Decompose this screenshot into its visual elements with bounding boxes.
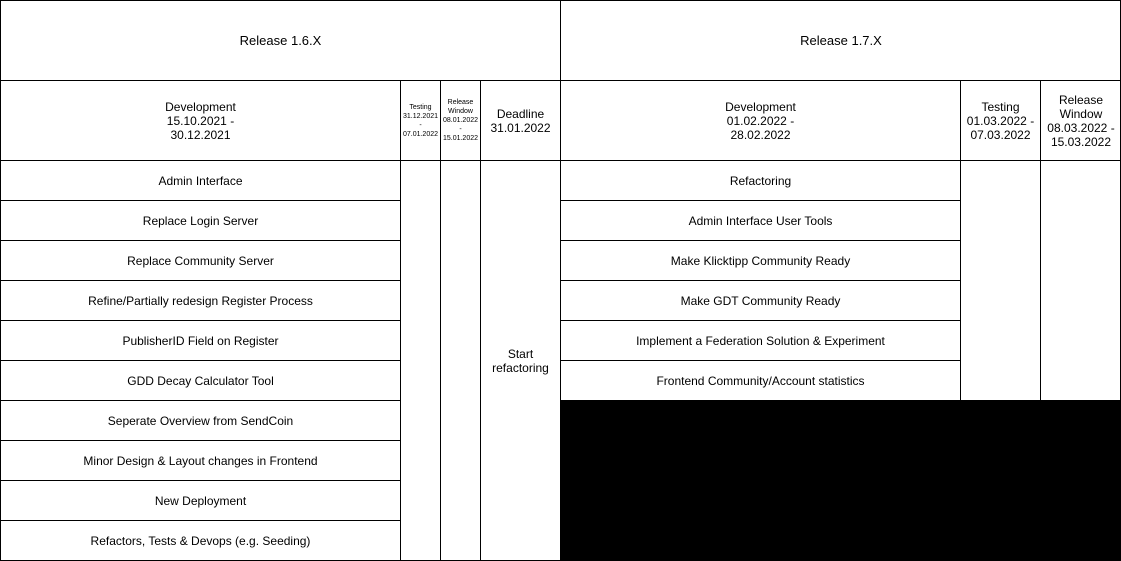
release-1-7-development-header: Development 01.02.2022 - 28.02.2022 — [560, 80, 960, 160]
task-row: Minor Design & Layout changes in Fronten… — [0, 440, 400, 480]
task-row: Admin Interface — [0, 160, 400, 200]
task-row: Refactoring — [560, 160, 960, 200]
task-row: Implement a Federation Solution & Experi… — [560, 320, 960, 360]
release-1-6-deadline-column: Start refactoring — [480, 160, 560, 560]
task-row: Replace Community Server — [0, 240, 400, 280]
release-1-6-testing-column — [400, 160, 440, 560]
task-row: Frontend Community/Account statistics — [560, 360, 960, 400]
task-row: New Deployment — [0, 480, 400, 520]
release-1-7-release-window-header: Release Window 08.03.2022 - 15.03.2022 — [1040, 80, 1120, 160]
task-row: PublisherID Field on Register — [0, 320, 400, 360]
release-1-6-title: Release 1.6.X — [0, 0, 560, 80]
release-1-6-development-header: Development 15.10.2021 - 30.12.2021 — [0, 80, 400, 160]
release-1-6-testing-header: Testing 31.12.2021 - 07.01.2022 — [400, 80, 440, 160]
release-1-6-release-window-header: Release Window 08.01.2022 - 15.01.2022 — [440, 80, 480, 160]
task-row: Admin Interface User Tools — [560, 200, 960, 240]
release-1-7-title: Release 1.7.X — [560, 0, 1120, 80]
task-row: GDD Decay Calculator Tool — [0, 360, 400, 400]
task-row: Seperate Overview from SendCoin — [0, 400, 400, 440]
task-row: Refine/Partially redesign Register Proce… — [0, 280, 400, 320]
task-row: Make GDT Community Ready — [560, 280, 960, 320]
task-row: Refactors, Tests & Devops (e.g. Seeding) — [0, 520, 400, 560]
redacted-area — [560, 400, 1120, 560]
release-1-7-testing-column — [960, 160, 1040, 400]
release-1-7-testing-header: Testing 01.03.2022 - 07.03.2022 — [960, 80, 1040, 160]
task-row: Make Klicktipp Community Ready — [560, 240, 960, 280]
release-1-7-release-window-column — [1040, 160, 1120, 400]
release-1-6-deadline-header: Deadline 31.01.2022 — [480, 80, 560, 160]
task-row: Replace Login Server — [0, 200, 400, 240]
release-1-6-release-window-column — [440, 160, 480, 560]
